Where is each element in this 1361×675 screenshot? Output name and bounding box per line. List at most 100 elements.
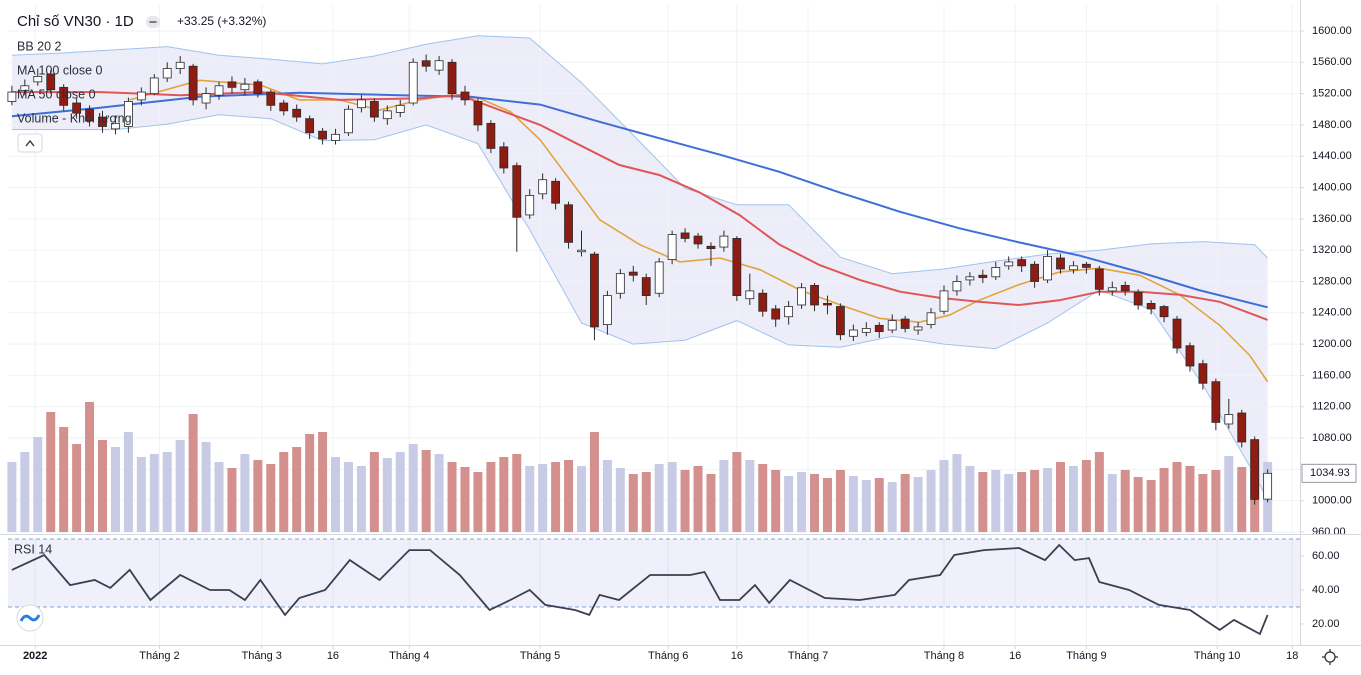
volume-bar [59,427,69,532]
candle-body [784,306,794,318]
volume-bar [318,432,328,532]
candle-body [1224,414,1234,425]
candle-body [771,308,781,320]
candle-body [59,86,69,106]
candle-body [525,194,535,216]
volume-bar [85,402,95,532]
candle-body [1250,439,1260,500]
candle-body [111,122,120,130]
candle-body [602,295,612,325]
candle-body [836,306,845,336]
candle-body [292,108,302,118]
volume-bar [1030,470,1040,532]
legend-volume[interactable]: Volume - Khối lượng [17,111,132,125]
candle-body [1185,345,1195,367]
volume-bar [848,476,858,532]
candle-body [577,249,586,253]
candle-body [952,281,962,292]
candle-body [1211,381,1221,423]
volume-bar [1043,468,1053,532]
candle-body [253,81,263,95]
candle-body [46,73,56,91]
candle-body [460,91,470,101]
settings-icon-spokes [1322,649,1338,665]
volume-bar [305,434,315,532]
volume-bar [1172,462,1182,532]
candle-layer [7,54,1273,505]
candle-body [706,245,716,250]
volume-bar [123,432,133,532]
candle-body [123,101,133,127]
volume-bar [525,466,535,532]
x-tick-label: 16 [731,650,743,662]
candle-body [408,61,418,104]
candle-body [874,324,884,332]
candle-body [667,234,677,260]
volume-bar [577,466,587,532]
volume-bar [538,464,548,532]
last-price-label: 1034.93 [1310,467,1350,479]
candle-body [719,235,729,248]
volume-bar [136,457,146,532]
candle-body [305,118,315,134]
volume-bar [952,454,962,532]
bollinger-fill [11,35,1268,500]
x-tick-label: 16 [1009,650,1021,662]
volume-bar [900,474,910,532]
candle-body [7,91,17,102]
candle-body [214,85,224,96]
volume-bar [861,480,871,532]
rsi-layer [8,538,1300,636]
volume-bar [382,458,392,532]
candle-body [149,77,159,95]
candle-body [331,133,340,141]
volume-bar [331,457,341,532]
collapse-legend-button[interactable] [17,133,43,153]
volume-bar [732,452,742,532]
candle-body [1198,363,1208,384]
volume-bar [719,460,729,532]
candle-body [1133,292,1143,306]
legend-bollinger[interactable]: BB 20 2 [17,39,62,53]
volume-bar [1146,480,1156,532]
volume-bar [1185,466,1195,532]
volume-bar [369,452,379,532]
volume-bar [279,452,289,532]
x-tick-label: Tháng 2 [139,650,179,662]
legend-ma50[interactable]: MA 50 close 0 [17,87,96,101]
y-tick-label: 1600.00 [1312,25,1352,37]
candle-body [175,61,185,69]
candle-body [848,329,858,337]
legend-ma100[interactable]: MA 100 close 0 [17,63,103,77]
volume-bar [1159,468,1169,532]
candle-body [1094,268,1104,290]
candle-body [797,287,806,306]
y-tick-label: 1240.00 [1312,307,1352,319]
volume-bar [460,467,470,532]
volume-bar [1133,477,1143,532]
chevron-icon [25,139,35,147]
candle-body [810,285,819,306]
chart-title: Chỉ số VN30 · 1D [17,13,134,30]
volume-bar [395,452,405,532]
volume-bar [978,472,988,532]
candle-body [1004,261,1014,267]
candle-body [98,116,107,127]
candle-body [1120,285,1130,292]
legend-rsi[interactable]: RSI 14 [14,542,52,556]
candle-body [564,204,573,243]
volume-bar [810,474,820,532]
candle-body [85,108,94,122]
rsi-band [8,539,1300,607]
candle-body [1069,265,1078,271]
volume-bar [434,454,444,532]
x-tick-label: 2022 [23,650,47,662]
volume-bar [1237,467,1247,532]
volume-bar [33,437,43,532]
candle-body [434,60,444,71]
x-tick-label: Tháng 4 [389,650,429,662]
volume-bar [887,482,897,532]
